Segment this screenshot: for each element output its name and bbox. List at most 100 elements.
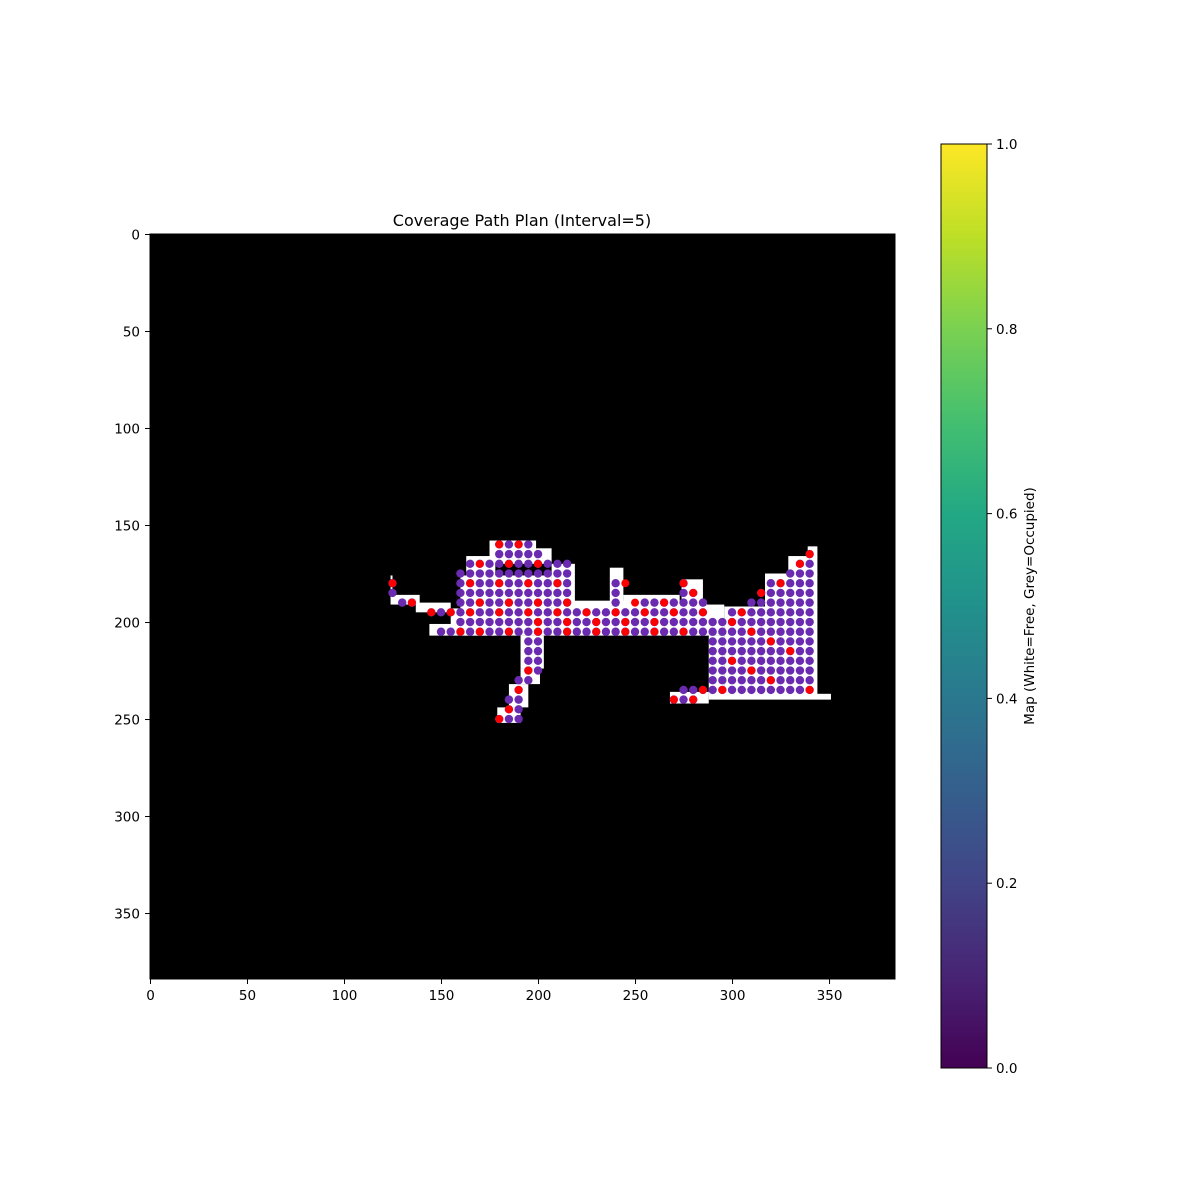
coverage-point-82	[533, 588, 543, 598]
coverage-point-279	[805, 656, 814, 666]
coverage-point-67	[504, 579, 514, 588]
coverage-point-1	[388, 588, 397, 598]
coverage-point-275	[766, 656, 776, 666]
coverage-point-150	[495, 549, 504, 559]
path-point-47	[504, 705, 513, 714]
coverage-point-98	[456, 608, 465, 617]
coverage-point-273	[747, 656, 756, 666]
path-point-6	[504, 627, 513, 636]
path-point-21	[553, 579, 562, 588]
coverage-point-268	[805, 646, 814, 656]
coverage-point-236	[708, 627, 717, 636]
coverage-point-216	[727, 608, 737, 617]
coverage-point-281	[718, 666, 727, 675]
coverage-point-49	[562, 559, 572, 569]
coverage-point-229	[747, 617, 756, 627]
coverage-point-62	[456, 579, 465, 588]
coverage-point-176	[524, 676, 533, 685]
coverage-point-206	[786, 588, 795, 598]
path-point-39	[650, 618, 659, 627]
coverage-point-161	[669, 598, 679, 607]
plot-area	[150, 234, 895, 979]
coverage-point-36	[504, 540, 514, 549]
coverage-point-257	[805, 637, 814, 646]
coverage-point-53	[485, 569, 494, 578]
coverage-point-194	[805, 559, 814, 569]
coverage-point-89	[485, 598, 494, 607]
coverage-point-310	[786, 685, 795, 695]
coverage-point-79	[504, 588, 514, 598]
path-point-38	[621, 618, 630, 627]
coverage-point-306	[747, 685, 756, 695]
coverage-point-244	[786, 627, 795, 636]
coverage-point-104	[514, 608, 523, 617]
coverage-point-304	[727, 685, 737, 695]
coverage-point-198	[766, 579, 776, 588]
coverage-point-182	[514, 705, 523, 714]
x-tick-label: 150	[429, 988, 455, 1004]
coverage-point-93	[524, 598, 533, 607]
coverage-point-137	[582, 617, 591, 627]
coverage-point-136	[572, 617, 582, 627]
coverage-point-166	[679, 588, 688, 598]
x-tick-label: 300	[720, 988, 746, 1004]
coverage-point-202	[805, 579, 814, 588]
coverage-point-12	[485, 627, 494, 636]
coverage-point-5	[436, 608, 446, 617]
colorbar-gradient	[940, 143, 988, 1069]
coverage-point-95	[543, 598, 552, 607]
coverage-point-54	[495, 569, 504, 578]
coverage-point-59	[543, 569, 552, 578]
coverage-point-45	[524, 559, 533, 569]
path-point-1	[407, 598, 416, 607]
coverage-point-39	[465, 559, 475, 569]
coverage-point-38	[524, 540, 533, 549]
coverage-point-76	[475, 588, 485, 598]
coverage-point-252	[756, 637, 766, 646]
x-tick-label: 250	[623, 988, 649, 1004]
coverage-point-8	[446, 627, 455, 636]
coverage-point-19	[553, 627, 562, 636]
colorbar-ticks: 0.0 0.2 0.4 0.6 0.8 1.0	[987, 137, 1017, 1077]
coverage-point-125	[465, 617, 475, 627]
path-point-40	[621, 579, 630, 588]
path-point-7	[534, 627, 543, 636]
coverage-point-81	[524, 588, 533, 598]
path-point-36	[563, 618, 572, 627]
coverage-point-30	[659, 627, 669, 636]
coverage-point-207	[795, 588, 805, 598]
path-point-62	[747, 666, 756, 675]
coverage-point-278	[795, 656, 805, 666]
coverage-point-51	[465, 569, 475, 578]
path-point-50	[689, 695, 698, 704]
path-point-61	[728, 656, 737, 665]
y-tick-label: 50	[123, 325, 140, 341]
coverage-point-33	[689, 627, 698, 636]
y-tick-label: 150	[114, 519, 140, 535]
coverage-point-140	[611, 617, 620, 627]
path-point-33	[669, 608, 678, 617]
coverage-point-231	[766, 617, 776, 627]
coverage-point-60	[553, 569, 562, 578]
path-point-44	[679, 579, 688, 588]
coverage-point-290	[805, 666, 814, 675]
coverage-point-209	[747, 598, 756, 607]
coverage-point-52	[475, 569, 485, 578]
path-point-27	[495, 608, 504, 617]
path-point-4	[456, 627, 465, 636]
coverage-point-222	[786, 608, 795, 617]
path-point-63	[766, 676, 775, 685]
coverage-point-258	[708, 646, 717, 656]
path-point-10	[621, 627, 630, 636]
coverage-point-259	[718, 646, 727, 656]
coverage-point-164	[698, 598, 708, 607]
coverage-point-211	[766, 598, 776, 607]
path-point-22	[475, 598, 484, 607]
path-points-layer	[388, 540, 814, 724]
coverage-point-103	[504, 608, 514, 617]
coverage-point-106	[533, 608, 543, 617]
path-point-16	[504, 559, 513, 568]
coverage-point-225	[708, 617, 717, 627]
coverage-point-115	[621, 608, 630, 617]
path-point-31	[611, 608, 620, 617]
